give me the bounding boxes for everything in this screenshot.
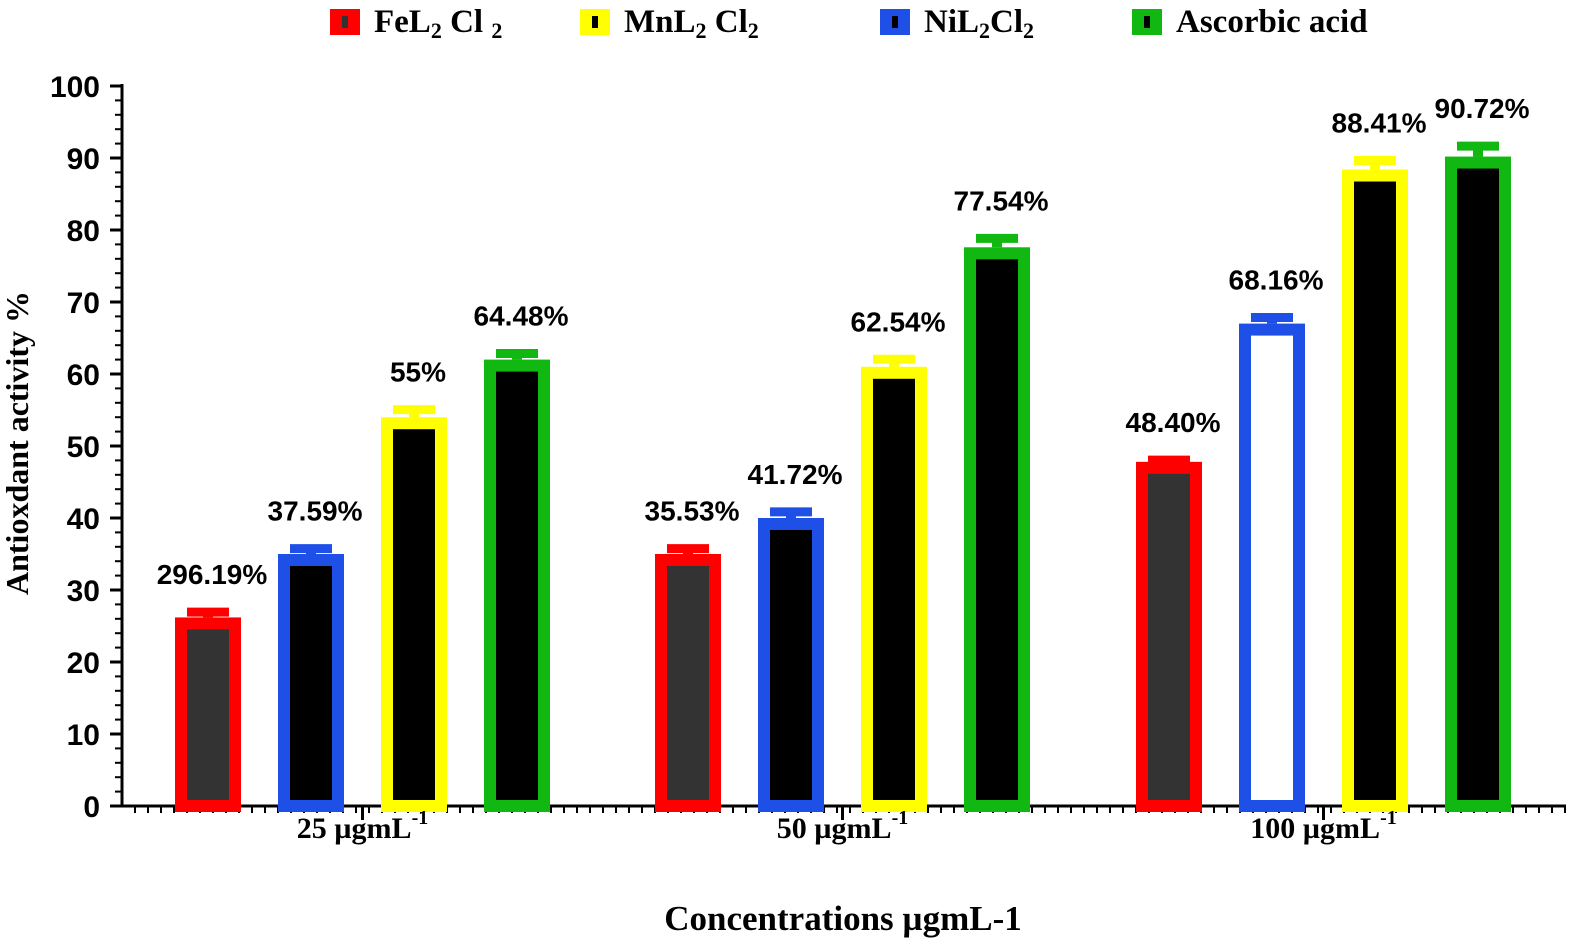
chart-bars bbox=[175, 141, 1511, 812]
x-axis-title: Concentrations µgmL-1 bbox=[664, 899, 1022, 938]
bar bbox=[1342, 169, 1408, 812]
bar bbox=[484, 359, 550, 812]
legend-swatch bbox=[330, 9, 360, 35]
data-label: 90.72% bbox=[1435, 93, 1530, 124]
chart-legend: FeL2 Cl 2 MnL2 Cl2 NiL2Cl2 Ascorbic acid bbox=[0, 2, 1592, 42]
legend-item: NiL2Cl2 bbox=[880, 2, 1034, 42]
legend-label: MnL2 Cl2 bbox=[624, 3, 759, 43]
y-tick-label: 0 bbox=[83, 791, 100, 824]
y-tick-label: 40 bbox=[67, 503, 100, 536]
bar bbox=[381, 417, 447, 812]
bar bbox=[175, 617, 241, 812]
y-tick-label: 50 bbox=[67, 431, 100, 464]
bar bbox=[1136, 461, 1202, 812]
legend-swatch bbox=[580, 9, 610, 35]
y-tick-label: 20 bbox=[67, 647, 100, 680]
data-label: 68.16% bbox=[1229, 265, 1324, 296]
bar bbox=[758, 518, 824, 812]
bar bbox=[655, 554, 721, 812]
legend-label: FeL2 Cl 2 bbox=[374, 3, 503, 43]
y-tick-label: 10 bbox=[67, 719, 100, 752]
y-tick-label: 30 bbox=[67, 575, 100, 608]
bar bbox=[1445, 156, 1511, 812]
data-label: 41.72% bbox=[748, 459, 843, 490]
legend-swatch bbox=[880, 9, 910, 35]
bar bbox=[1239, 323, 1305, 812]
chart-data-labels: 296.19% 37.59% 55% 64.48% 35.53% 41.72% 62.54%… bbox=[157, 93, 1530, 590]
data-label: 55% bbox=[390, 357, 446, 388]
x-category-label: 50 µgmL-1 bbox=[776, 807, 909, 845]
data-label: 88.41% bbox=[1332, 108, 1427, 139]
y-axis-title: Antioxdant activity % bbox=[0, 291, 35, 595]
data-label: 37.59% bbox=[268, 496, 363, 527]
y-tick-label: 60 bbox=[67, 359, 100, 392]
y-tick-label: 90 bbox=[67, 143, 100, 176]
y-tick-label: 70 bbox=[67, 287, 100, 320]
x-category-label: 100 µgmL-1 bbox=[1250, 807, 1397, 845]
legend-item: MnL2 Cl2 bbox=[580, 2, 759, 42]
legend-item: Ascorbic acid bbox=[1132, 2, 1368, 42]
y-tick-label: 80 bbox=[67, 215, 100, 248]
bar bbox=[964, 247, 1030, 812]
data-label: 48.40% bbox=[1126, 407, 1221, 438]
bar bbox=[861, 366, 927, 812]
legend-label: NiL2Cl2 bbox=[924, 3, 1035, 43]
legend-item: FeL2 Cl 2 bbox=[330, 2, 502, 42]
data-label: 62.54% bbox=[851, 306, 946, 337]
data-label: 64.48% bbox=[474, 301, 569, 332]
data-label: 296.19% bbox=[157, 559, 268, 590]
data-label: 77.54% bbox=[954, 185, 1049, 216]
x-category-label: 25 µgmL-1 bbox=[296, 807, 429, 845]
legend-swatch bbox=[1132, 9, 1162, 35]
data-label: 35.53% bbox=[645, 496, 740, 527]
y-tick-label: 100 bbox=[50, 71, 100, 104]
bar bbox=[278, 554, 344, 812]
legend-label: Ascorbic acid bbox=[1176, 3, 1368, 40]
